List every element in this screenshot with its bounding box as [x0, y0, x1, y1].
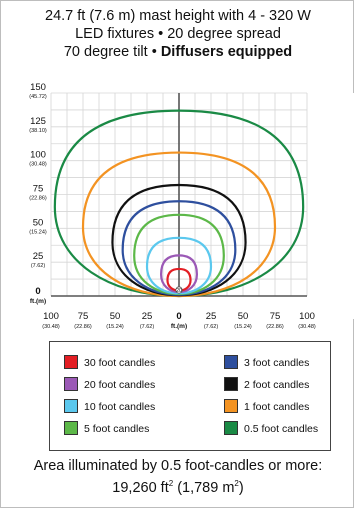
- title-line-3: 70 degree tilt • Diffusers equipped: [1, 43, 355, 61]
- x-tick-label: 25: [206, 311, 217, 322]
- area-summary: Area illuminated by 0.5 foot-candles or …: [1, 457, 355, 497]
- y-tick-label: 75: [33, 184, 44, 195]
- x-tick-sublabel: ft.(m): [171, 323, 187, 330]
- legend-swatch: [224, 399, 238, 413]
- contour-line: [81, 151, 277, 298]
- area-summary-line-1: Area illuminated by 0.5 foot-candles or …: [33, 458, 323, 474]
- fixture-marker: [175, 286, 183, 294]
- chart-title: 24.7 ft (7.6 m) mast height with 4 - 320…: [1, 7, 355, 61]
- area-m-sup: 2: [234, 479, 239, 488]
- x-tick-sublabel: (22.86): [74, 324, 92, 330]
- fixture-marker-label: 20: [176, 288, 182, 294]
- area-ft: 19,260 ft: [112, 479, 169, 496]
- legend-item: 30 foot candles: [64, 355, 155, 371]
- area-summary-line-2: 19,260 ft2 (1,789 m2): [1, 475, 355, 497]
- legend-item: 20 foot candles: [64, 377, 155, 393]
- legend-label: 1 foot candles: [244, 401, 310, 413]
- y-tick-sublabel: (45.72): [29, 94, 47, 100]
- x-tick-label: 100: [43, 311, 59, 322]
- legend-label: 5 foot candles: [84, 423, 150, 435]
- axes: 150(45.72)125(38.10)100(30.48)75(22.86)5…: [29, 82, 316, 330]
- legend-item: 0.5 foot candles: [224, 421, 318, 437]
- area-ft-sup: 2: [168, 479, 174, 488]
- x-tick-label: 75: [270, 311, 281, 322]
- y-tick-label: 50: [33, 217, 44, 228]
- contour-line: [159, 254, 199, 294]
- contour-line: [166, 267, 192, 292]
- legend-label: 20 foot candles: [84, 379, 156, 391]
- legend-label: 2 foot candles: [244, 379, 310, 391]
- contour-line: [133, 213, 225, 296]
- x-tick-sublabel: (22.86): [266, 324, 284, 330]
- title-line-1: 24.7 ft (7.6 m) mast height with 4 - 320…: [45, 8, 311, 24]
- x-tick-label: 100: [299, 311, 315, 322]
- y-tick-label: 25: [33, 251, 44, 262]
- legend-label: 0.5 foot candles: [244, 423, 319, 435]
- y-tick-label: 150: [30, 82, 46, 93]
- legend-item: 10 foot candles: [64, 399, 155, 415]
- y-tick-label: 0: [35, 286, 40, 297]
- legend-swatch: [224, 421, 238, 435]
- y-tick-sublabel: (38.10): [29, 128, 47, 134]
- isofootcandle-chart: 20 150(45.72)125(38.10)100(30.48)75(22.8…: [29, 82, 355, 330]
- x-tick-sublabel: (30.48): [298, 324, 316, 330]
- area-m-open: (1,789 m: [173, 479, 235, 496]
- legend-item: 2 foot candles: [224, 377, 309, 393]
- contour-line: [53, 109, 305, 298]
- y-tick-sublabel: (15.24): [29, 229, 47, 235]
- y-tick-sublabel: (22.86): [29, 196, 47, 202]
- legend-swatch: [64, 355, 78, 369]
- title-line-3-plain: 70 degree tilt •: [63, 44, 161, 60]
- x-tick-label: 75: [78, 311, 89, 322]
- title-line-2: LED fixtures • 20 degree spread: [75, 26, 281, 42]
- contours: 20: [53, 109, 305, 298]
- legend-label: 30 foot candles: [84, 357, 156, 369]
- contour-line: [145, 236, 213, 295]
- legend-swatch: [224, 355, 238, 369]
- legend-swatch: [64, 377, 78, 391]
- legend-swatch: [64, 421, 78, 435]
- x-tick-sublabel: (30.48): [42, 324, 60, 330]
- x-tick-label: 0: [176, 311, 181, 322]
- title-line-3-bold: Diffusers equipped: [160, 44, 293, 60]
- legend-item: 3 foot candles: [224, 355, 309, 371]
- y-tick-label: 100: [30, 150, 46, 161]
- x-tick-label: 25: [142, 311, 153, 322]
- y-tick-sublabel: (30.48): [29, 162, 47, 168]
- y-tick-sublabel: ft.(m): [30, 298, 46, 305]
- y-tick-sublabel: (7.62): [31, 263, 46, 269]
- contour-line: [121, 200, 237, 296]
- legend-label: 10 foot candles: [84, 401, 156, 413]
- legend-item: 1 foot candles: [224, 399, 309, 415]
- x-tick-label: 50: [238, 311, 249, 322]
- x-tick-sublabel: (15.24): [106, 324, 124, 330]
- legend: 30 foot candles 3 foot candles 20 foot c…: [49, 341, 331, 451]
- legend-label: 3 foot candles: [244, 357, 310, 369]
- x-tick-sublabel: (15.24): [234, 324, 252, 330]
- area-m-close: ): [238, 479, 244, 496]
- legend-item: 5 foot candles: [64, 421, 149, 437]
- x-tick-label: 50: [110, 311, 121, 322]
- legend-swatch: [64, 399, 78, 413]
- x-tick-sublabel: (7.62): [140, 324, 155, 330]
- legend-swatch: [224, 377, 238, 391]
- contour-line: [111, 183, 247, 297]
- y-tick-label: 125: [30, 116, 46, 127]
- x-tick-sublabel: (7.62): [204, 324, 219, 330]
